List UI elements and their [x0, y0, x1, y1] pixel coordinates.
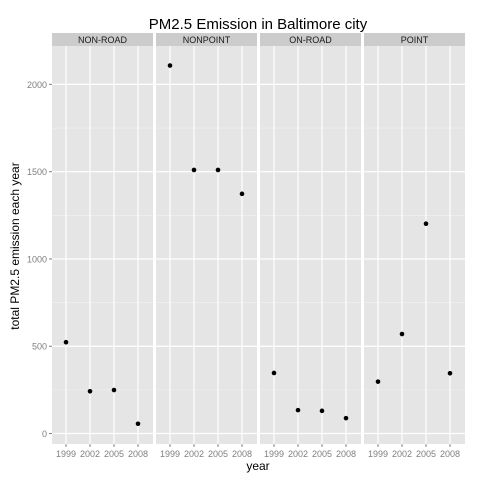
facet-panel: 1999 2002 2005 2008 ON-ROAD — [260, 33, 361, 459]
panel-background — [364, 46, 465, 444]
y-tick-label: 500 — [32, 342, 47, 352]
x-tick-label: 1999 — [56, 449, 76, 459]
data-point — [215, 167, 221, 173]
data-point — [271, 370, 277, 376]
data-point — [111, 387, 117, 393]
x-tick-label: 2005 — [312, 449, 332, 459]
facet-panels: 0 500 1000 1500 2000 1999 2002 2005 2008 NON-ROAD… — [27, 33, 465, 459]
data-point — [447, 371, 453, 376]
y-tick-label: 1500 — [27, 167, 47, 177]
x-tick-label: 1999 — [264, 449, 284, 459]
y-tick-label: 1000 — [27, 254, 47, 264]
x-tick-label: 2008 — [440, 449, 460, 459]
x-tick-label: 2008 — [336, 449, 356, 459]
x-tick-label: 1999 — [160, 449, 180, 459]
x-axis-label: year — [246, 459, 269, 473]
facet-strip — [260, 33, 361, 46]
y-tick-label: 2000 — [27, 80, 47, 90]
facet-strip-label: POINT — [401, 35, 429, 45]
data-point — [375, 379, 381, 384]
facet-strip — [156, 33, 257, 46]
data-point — [239, 191, 245, 197]
x-tick-label: 2002 — [288, 449, 308, 459]
x-tick-label: 2005 — [208, 449, 228, 459]
chart-title: PM2.5 Emission in Baltimore city — [149, 16, 368, 33]
x-tick-label: 1999 — [368, 449, 388, 459]
x-tick-label: 2005 — [416, 449, 436, 459]
x-tick-label: 2008 — [128, 449, 148, 459]
facet-strip-label: ON-ROAD — [289, 35, 332, 45]
y-tick-label: 0 — [42, 429, 47, 439]
facet-strip-label: NONPOINT — [183, 35, 231, 45]
data-point — [399, 331, 405, 337]
data-point — [295, 407, 301, 413]
data-point — [319, 408, 325, 414]
facet-panel: 1999 2002 2005 2008 POINT — [364, 33, 465, 459]
data-point — [191, 167, 197, 173]
data-point — [167, 63, 173, 68]
data-point — [63, 339, 69, 345]
facet-panel: 1999 2002 2005 2008 NONPOINT — [156, 33, 257, 459]
data-point — [343, 415, 349, 421]
y-axis-label: total PM2.5 emission each year — [8, 162, 22, 329]
data-point — [135, 421, 141, 427]
panel-background — [260, 46, 361, 444]
facet-strip-label: NON-ROAD — [78, 35, 127, 45]
x-tick-label: 2002 — [392, 449, 412, 459]
facet-panel: 1999 2002 2005 2008 NON-ROAD — [52, 33, 153, 459]
data-point — [423, 221, 429, 227]
panel-background — [52, 46, 153, 444]
x-tick-label: 2002 — [184, 449, 204, 459]
x-tick-label: 2008 — [232, 449, 252, 459]
x-tick-label: 2005 — [104, 449, 124, 459]
data-point — [87, 388, 93, 394]
facet-strip — [52, 33, 153, 46]
panel-background — [156, 46, 257, 444]
facet-strip — [364, 33, 465, 46]
x-tick-label: 2002 — [80, 449, 100, 459]
